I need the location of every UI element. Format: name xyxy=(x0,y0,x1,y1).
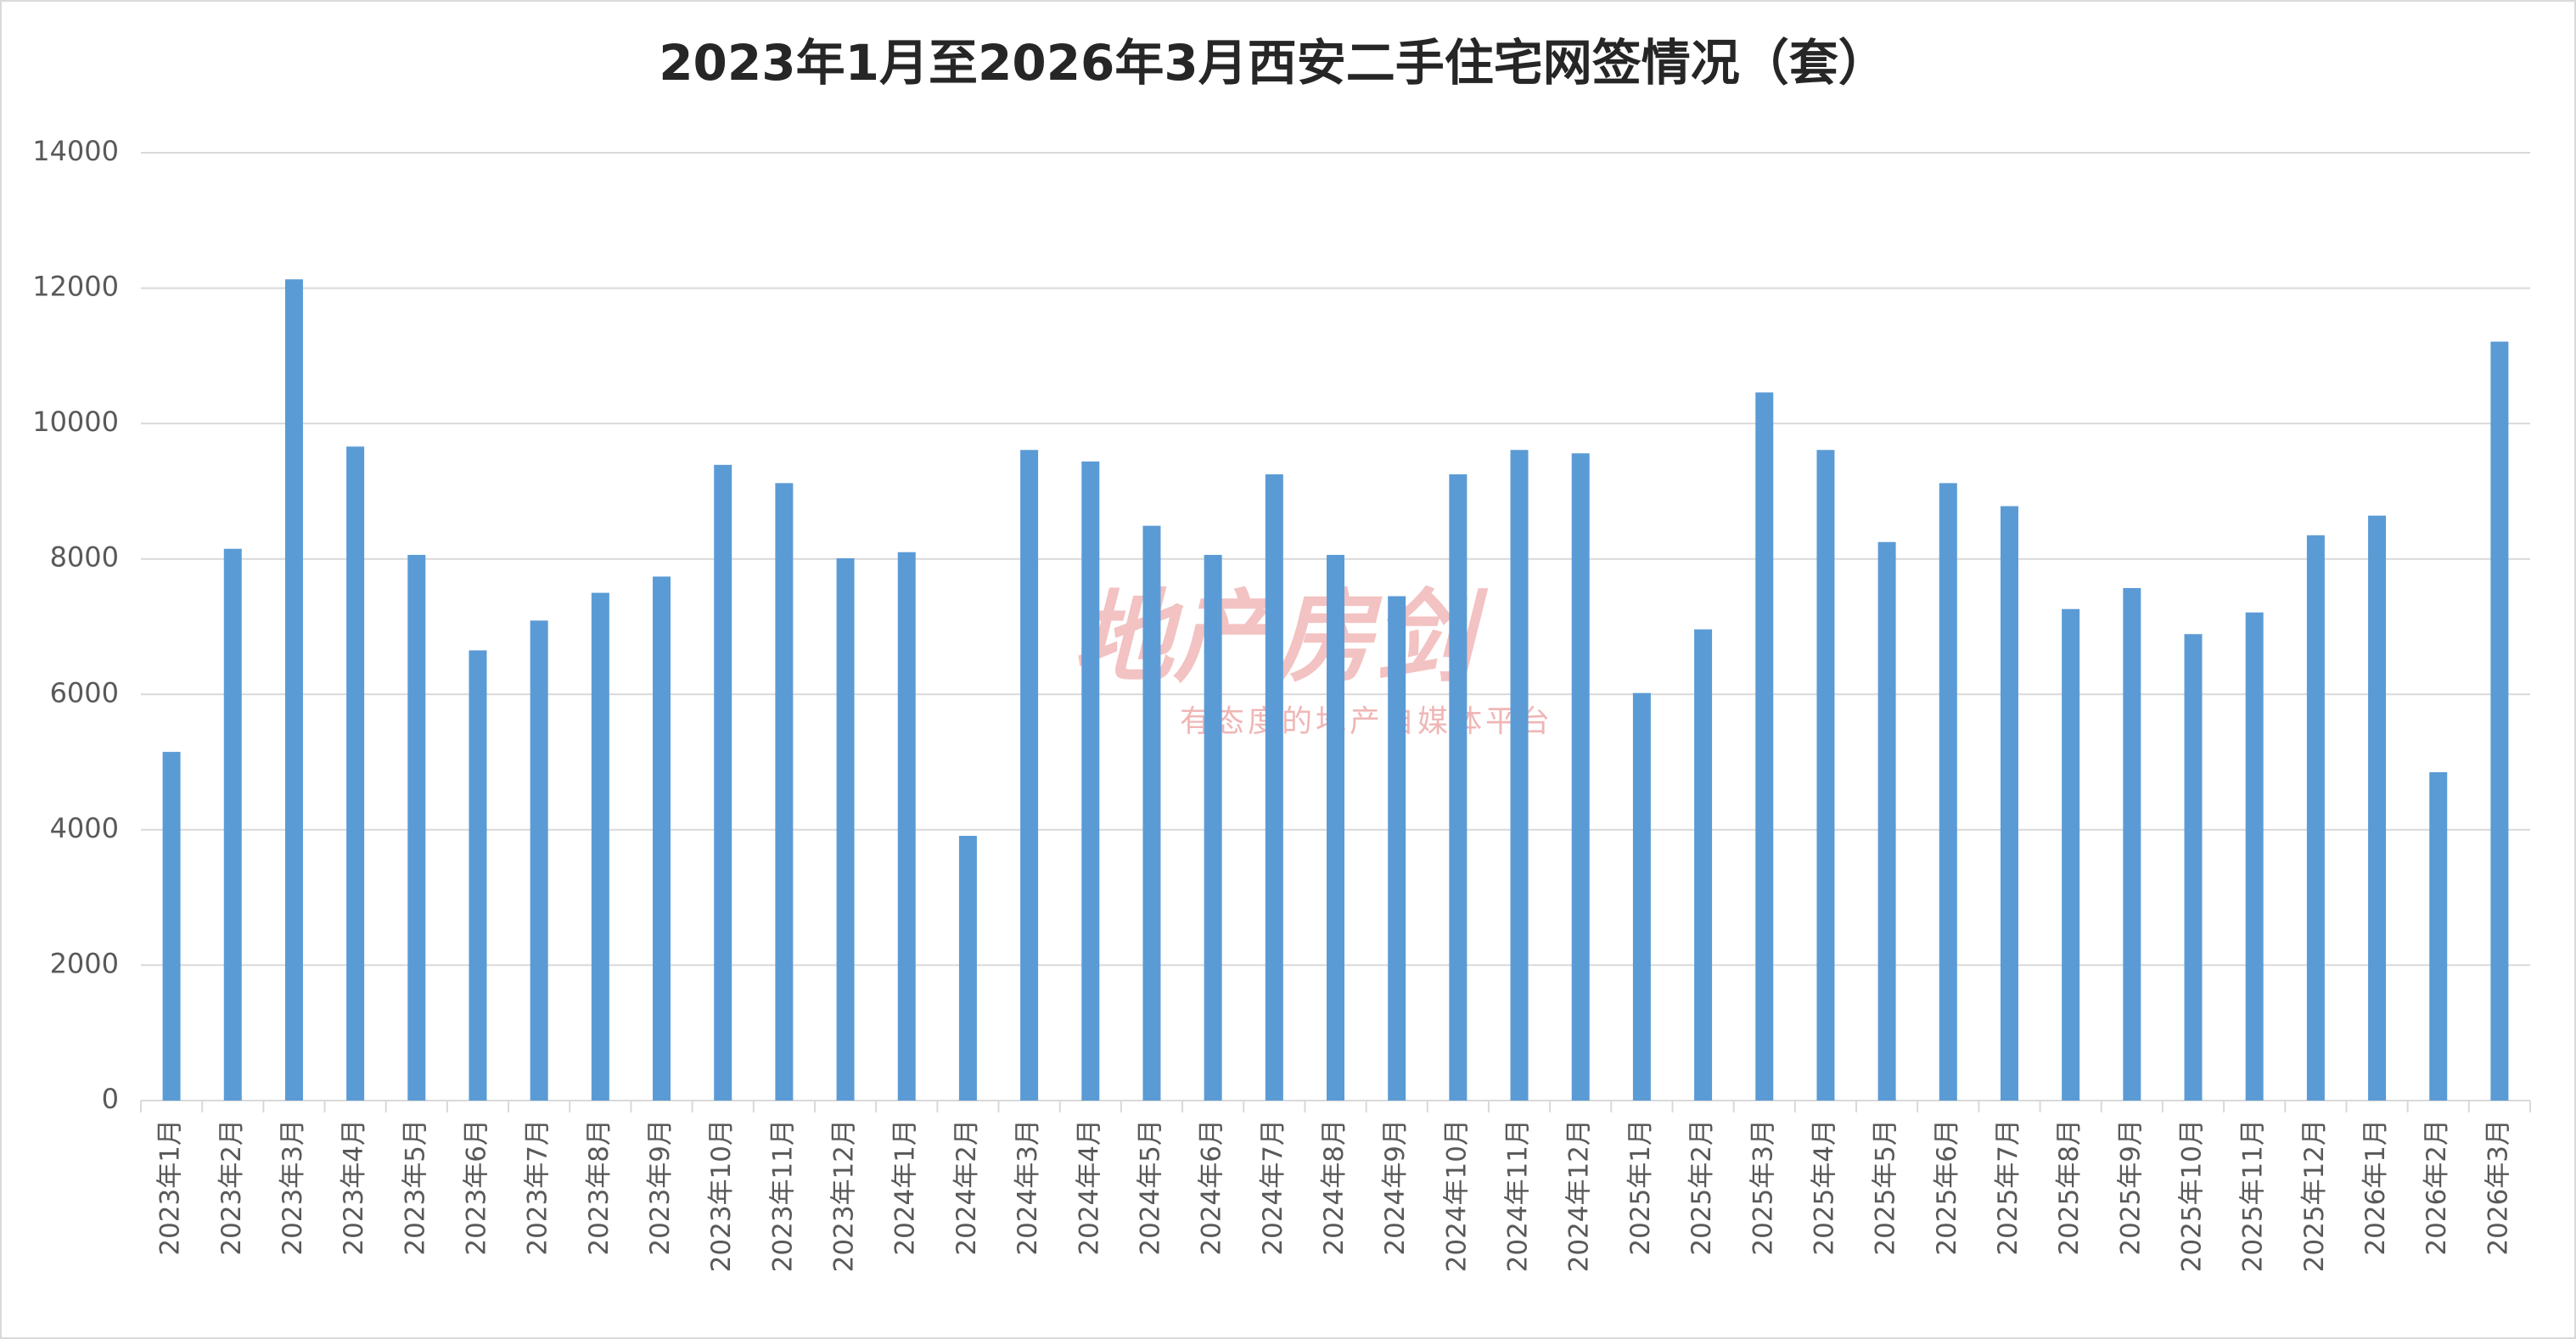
x-tick-label: 2025年2月 xyxy=(1686,1119,1717,1256)
bar xyxy=(2123,588,2141,1101)
bar xyxy=(162,752,181,1101)
bar xyxy=(2490,341,2509,1101)
x-tick-label: 2023年5月 xyxy=(400,1119,430,1256)
bar xyxy=(407,554,426,1101)
bar xyxy=(1571,453,1590,1101)
x-tick-label: 2025年6月 xyxy=(1932,1119,1962,1256)
bar xyxy=(1755,392,1774,1101)
chart-title: 2023年1月至2026年3月西安二手住宅网签情况（套） xyxy=(659,34,1888,92)
x-tick-label: 2023年1月 xyxy=(155,1119,186,1256)
x-tick-label: 2025年4月 xyxy=(1809,1119,1839,1256)
y-tick-label: 6000 xyxy=(50,676,119,709)
x-tick-label: 2026年1月 xyxy=(2360,1119,2391,1256)
bar xyxy=(1939,483,1957,1101)
x-tick-label: 2023年4月 xyxy=(339,1119,369,1256)
y-tick-label: 10000 xyxy=(32,406,119,438)
bar xyxy=(591,592,609,1101)
y-tick-label: 14000 xyxy=(32,135,119,167)
bar xyxy=(775,483,794,1101)
x-tick-label: 2023年12月 xyxy=(829,1119,860,1272)
x-tick-label: 2024年2月 xyxy=(951,1119,982,1256)
x-tick-label: 2025年8月 xyxy=(2054,1119,2085,1256)
x-tick-label: 2025年10月 xyxy=(2177,1119,2208,1272)
y-tick-label: 0 xyxy=(102,1083,119,1115)
x-tick-label: 2024年8月 xyxy=(1319,1119,1350,1256)
x-tick-label: 2025年9月 xyxy=(2115,1119,2146,1256)
x-tick-label: 2025年12月 xyxy=(2299,1119,2330,1272)
bar xyxy=(1265,473,1283,1101)
y-tick-label: 8000 xyxy=(50,541,119,574)
bar xyxy=(2245,612,2264,1101)
x-tick-label: 2025年7月 xyxy=(1993,1119,2023,1256)
bar xyxy=(2368,515,2387,1101)
x-tick-label: 2025年1月 xyxy=(1625,1119,1656,1256)
y-tick-label: 12000 xyxy=(32,271,119,303)
x-tick-label: 2025年11月 xyxy=(2238,1119,2269,1272)
bar xyxy=(469,650,487,1101)
x-tick-label: 2023年2月 xyxy=(216,1119,247,1256)
x-tick-label: 2023年10月 xyxy=(706,1119,737,1272)
x-tick-label: 2024年4月 xyxy=(1074,1119,1104,1256)
bar xyxy=(284,279,303,1101)
x-tick-label: 2024年1月 xyxy=(890,1119,921,1256)
bar xyxy=(1449,473,1468,1101)
bar xyxy=(1877,541,1896,1101)
bar xyxy=(958,836,977,1101)
bar xyxy=(1388,596,1406,1101)
x-tick-label: 2026年3月 xyxy=(2483,1119,2513,1256)
bar xyxy=(2306,535,2325,1101)
x-tick-label: 2024年10月 xyxy=(1441,1119,1472,1272)
y-tick-label: 2000 xyxy=(50,947,119,979)
bar xyxy=(2429,772,2448,1101)
bar xyxy=(1694,629,1713,1101)
bar xyxy=(1020,450,1039,1101)
bar xyxy=(1204,554,1222,1101)
bar xyxy=(653,576,671,1101)
x-tick-label: 2025年5月 xyxy=(1871,1119,1901,1256)
bar xyxy=(1510,450,1529,1101)
watermark-slogan: 有态度的地产自媒体平台 xyxy=(1180,704,1553,739)
bar xyxy=(2062,608,2080,1101)
bar xyxy=(2184,634,2203,1101)
bar xyxy=(836,557,855,1101)
x-tick-label: 2026年2月 xyxy=(2422,1119,2452,1256)
bar xyxy=(1327,554,1344,1101)
bar xyxy=(530,620,548,1101)
x-tick-label: 2024年9月 xyxy=(1380,1119,1411,1256)
bar xyxy=(346,446,365,1101)
bar xyxy=(897,552,916,1101)
x-tick-label: 2024年6月 xyxy=(1197,1119,1227,1256)
bar xyxy=(1632,692,1651,1101)
x-tick-label: 2024年7月 xyxy=(1258,1119,1288,1256)
bar xyxy=(1142,525,1161,1101)
bar xyxy=(1816,450,1835,1101)
bar xyxy=(2000,506,2018,1101)
x-tick-label: 2023年7月 xyxy=(523,1119,553,1256)
x-tick-label: 2024年3月 xyxy=(1013,1119,1043,1256)
x-tick-label: 2023年6月 xyxy=(461,1119,491,1256)
x-tick-label: 2023年3月 xyxy=(278,1119,308,1256)
bar xyxy=(223,548,242,1101)
bar xyxy=(1081,461,1100,1101)
x-tick-label: 2025年3月 xyxy=(1748,1119,1778,1256)
x-tick-label: 2024年11月 xyxy=(1503,1119,1534,1272)
x-tick-label: 2023年9月 xyxy=(645,1119,676,1256)
x-tick-label: 2024年5月 xyxy=(1135,1119,1165,1256)
x-tick-label: 2023年11月 xyxy=(767,1119,798,1272)
bar xyxy=(714,464,732,1101)
x-tick-label: 2024年12月 xyxy=(1564,1119,1595,1272)
x-tick-label: 2023年8月 xyxy=(584,1119,615,1256)
y-tick-label: 4000 xyxy=(50,812,119,844)
